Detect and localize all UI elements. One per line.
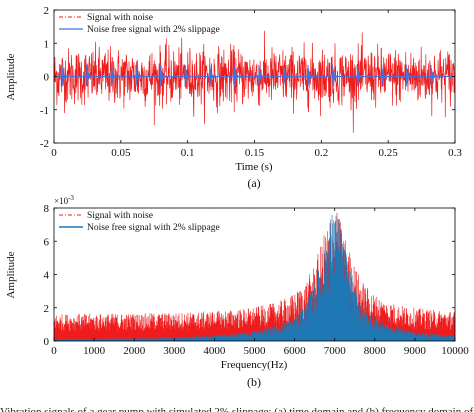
x-tick-label: 0.2 [314, 147, 328, 159]
panel-b-multiplier: ×10-3 [54, 194, 74, 206]
x-tick-label: 6000 [284, 345, 307, 357]
clean-impulse [332, 64, 339, 87]
x-tick-label: 2000 [123, 345, 146, 357]
x-tick-label: 7000 [324, 345, 347, 357]
clean-impulse [307, 64, 314, 87]
panel-a-ylabel: Amplitude [5, 53, 17, 100]
clean-impulse [86, 64, 93, 87]
x-tick-label: 0.05 [111, 147, 131, 159]
y-tick-label: -2 [40, 138, 49, 150]
panel-a-caption: (a) [247, 176, 260, 190]
clean-impulse [381, 64, 388, 87]
legend-label-clean-b: Noise free signal with 2% slippage [87, 222, 220, 233]
clean-impulse [282, 64, 290, 87]
x-tick-label: 5000 [244, 345, 267, 357]
clean-impulse [405, 64, 413, 87]
clean-impulse [356, 64, 363, 87]
x-tick-label: 10000 [441, 345, 469, 357]
clean-impulse [61, 64, 68, 87]
x-tick-label: 0.3 [448, 147, 462, 159]
x-tick-label: 0.25 [379, 147, 399, 159]
panel-b-caption: (b) [247, 375, 261, 389]
y-tick-label: 2 [44, 5, 50, 17]
x-tick-label: 0 [51, 147, 57, 159]
x-tick-label: 9000 [404, 345, 427, 357]
clean-impulse [209, 64, 216, 87]
clean-impulse [233, 64, 240, 87]
panel-b-legend: Signal with noise Noise free signal with… [55, 208, 271, 235]
clean-impulse [430, 64, 437, 87]
panel-a-plot-area [54, 30, 455, 133]
y-tick-label: 0 [44, 72, 50, 84]
y-tick-label: 6 [44, 236, 50, 248]
x-tick-label: 1000 [83, 345, 106, 357]
clean-impulse [135, 64, 142, 87]
panel-b-xlabel: Frequency(Hz) [221, 359, 288, 371]
legend-label-noisy: Signal with noise [87, 13, 153, 23]
panel-a-ticks: 0 0.05 0.1 0.15 0.2 0.25 0.3 -2 -1 0 1 2 [40, 5, 463, 159]
y-tick-label: 1 [44, 38, 50, 50]
panel-b-ylabel: Amplitude [5, 251, 17, 298]
legend-label-clean: Noise free signal with 2% slippage [87, 24, 220, 35]
panel-b-ticks: 0 1000 2000 3000 4000 5000 6000 7000 8000 9000 100… [44, 203, 470, 357]
panel-a-xlabel: Time (s) [235, 161, 273, 173]
series-noisy-time [54, 30, 455, 133]
x-tick-label: 3000 [163, 345, 186, 357]
y-tick-label: 2 [44, 303, 50, 315]
figure-caption-fragment: Vibration signals of a gear pump with si… [0, 406, 474, 412]
x-tick-label: 8000 [364, 345, 387, 357]
legend-label-noisy-b: Signal with noise [87, 211, 153, 221]
clean-impulse [110, 64, 117, 87]
panel-b: 0 1000 2000 3000 4000 5000 6000 7000 8000 9000 100… [5, 194, 469, 389]
y-tick-label: 0 [44, 336, 50, 348]
clean-impulse [258, 64, 265, 87]
x-tick-label: 0 [51, 345, 57, 357]
x-tick-label: 0.15 [245, 147, 265, 159]
panel-a-legend: Signal with noise Noise free signal with… [55, 10, 235, 37]
y-tick-label: -1 [40, 105, 49, 117]
y-tick-label: 8 [44, 203, 50, 215]
x-tick-label: 0.1 [181, 147, 195, 159]
panel-b-plot-area [54, 212, 455, 341]
clean-impulse [159, 64, 167, 87]
x-tick-label: 4000 [203, 345, 226, 357]
series-clean-spectrum [54, 214, 455, 341]
y-tick-label: 4 [44, 270, 50, 282]
clean-impulse [184, 64, 191, 87]
